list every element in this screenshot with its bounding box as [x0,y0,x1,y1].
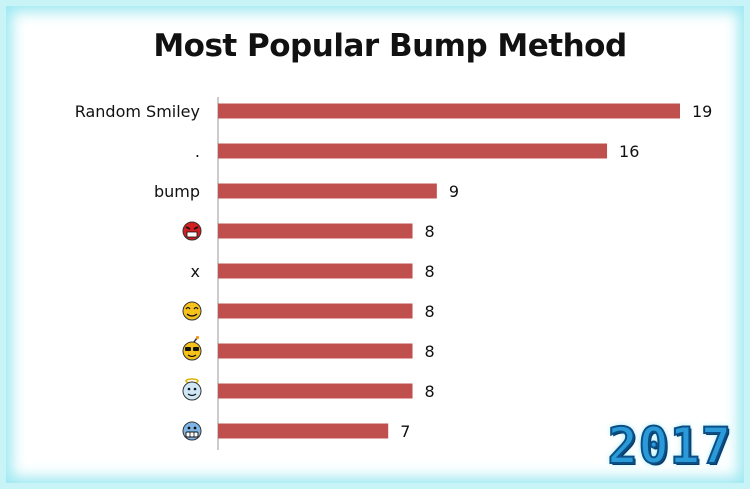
category-label-2: bump [154,182,200,201]
bar-2 [218,183,437,199]
data-label-4: 8 [425,262,435,281]
data-label-7: 8 [425,382,435,401]
data-label-6: 8 [425,342,435,361]
bar-5 [218,303,413,319]
category-label-0: Random Smiley [75,102,200,121]
grimace-smiley-icon [182,421,202,441]
bar-7 [218,383,413,399]
category-label-4: x [191,262,200,281]
data-label-2: 9 [449,182,459,201]
bar-1 [218,143,608,159]
year-badge: 2017 [607,416,732,476]
data-label-5: 8 [425,302,435,321]
data-label-0: 19 [692,102,712,121]
data-label-3: 8 [425,222,435,241]
bar-0 [218,103,680,119]
bar-6 [218,343,413,359]
angry-devil-smiley-icon [182,221,202,241]
data-label-1: 16 [619,142,639,161]
bar-3 [218,223,413,239]
bar-8 [218,423,389,439]
bar-4 [218,263,413,279]
angel-smiley-icon [182,378,202,401]
category-label-1: . [195,142,200,161]
cool-bomb-smiley-icon [182,335,202,361]
content-smiley-icon [182,301,202,321]
data-label-8: 7 [400,422,410,441]
chart-title: Most Popular Bump Method [153,28,627,64]
